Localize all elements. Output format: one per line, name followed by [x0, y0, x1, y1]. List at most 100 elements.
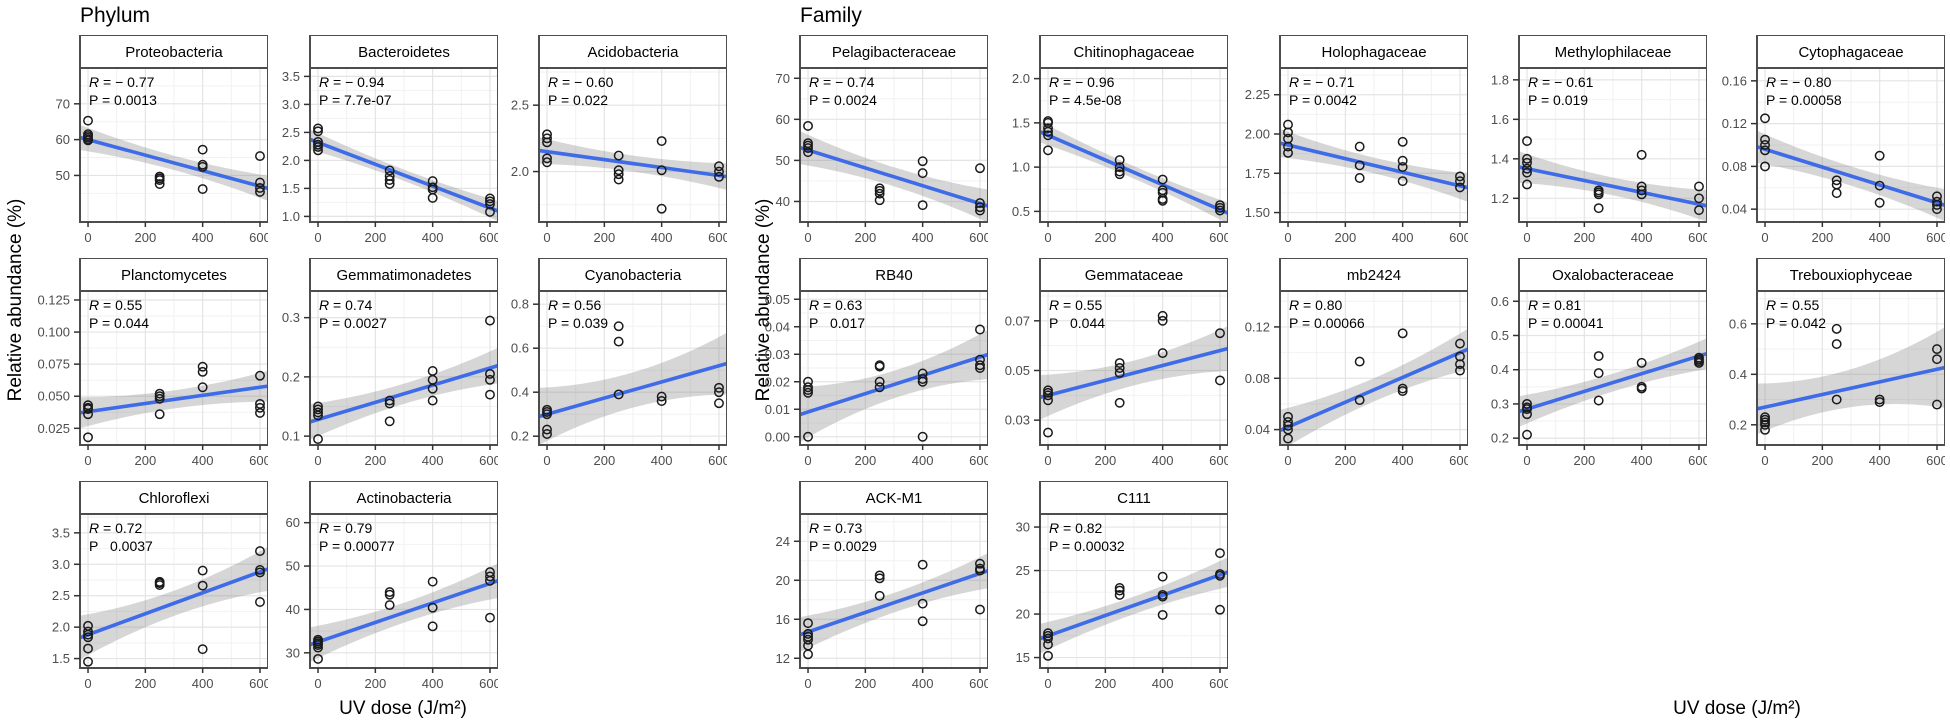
confidence-band: [1757, 327, 1945, 435]
x-tick-label: 0: [314, 230, 321, 245]
y-tick-label: 2.00: [1245, 127, 1270, 142]
r-value-label: R = 0.55: [1766, 297, 1820, 313]
data-point: [656, 136, 667, 146]
data-points: [1522, 351, 1704, 440]
data-point: [975, 198, 985, 209]
grid-lines: [1519, 68, 1707, 222]
y-tick-label: 0.2: [1729, 417, 1747, 432]
y-tick-label: 0.07: [1005, 313, 1030, 328]
data-point: [83, 656, 93, 667]
r-value-label: R = 0.55: [89, 297, 143, 313]
facet-strip-label: mb2424: [1347, 267, 1401, 284]
data-point: [197, 184, 208, 195]
data-point: [427, 192, 438, 203]
data-point: [255, 402, 265, 413]
data-point: [1760, 113, 1770, 124]
p-value-label: P = 0.039: [548, 315, 608, 331]
x-tick-label: 400: [422, 453, 444, 468]
data-point: [1455, 171, 1465, 182]
data-point: [1522, 179, 1532, 190]
data-point: [1283, 141, 1293, 152]
data-point: [1283, 147, 1293, 158]
data-point: [1043, 123, 1053, 134]
axis-ticks: 0 200 400 600 1.0 1.5 2.0 2.5 3.0 3.5: [282, 69, 498, 245]
data-point: [613, 174, 624, 185]
data-point: [613, 389, 624, 400]
data-point: [313, 653, 323, 664]
axis-ticks: 0 200 400 600 1.50 1.75 2.00 2.25: [1245, 87, 1468, 245]
data-point: [1157, 571, 1168, 582]
grid-lines: [310, 514, 498, 668]
x-tick-label: 400: [1392, 453, 1414, 468]
data-points: [542, 129, 724, 214]
data-point: [1114, 363, 1125, 373]
y-tick-label: 2.5: [52, 588, 70, 603]
grid-lines: [1757, 291, 1945, 445]
data-point: [1283, 420, 1293, 431]
data-point: [803, 649, 813, 660]
grid-lines: [539, 291, 727, 445]
y-tick-label: 70: [776, 71, 790, 86]
y-tick-label: 2.0: [52, 620, 70, 635]
data-point: [255, 183, 265, 193]
x-tick-label: 600: [479, 453, 498, 468]
data-point: [874, 185, 885, 196]
y-tick-label: 40: [286, 602, 300, 617]
data-point: [656, 396, 667, 406]
grid-lines: [1280, 68, 1468, 222]
data-point: [1157, 195, 1168, 206]
data-point: [1215, 548, 1225, 559]
facet-strip-label: Pelagibacteraceae: [832, 44, 956, 61]
data-point: [1215, 570, 1225, 581]
data-point: [1593, 189, 1604, 200]
data-point: [1874, 180, 1885, 191]
data-point: [874, 570, 885, 581]
data-point: [485, 368, 495, 379]
p-value-label: P = 0.019: [1528, 92, 1588, 108]
data-point: [874, 382, 885, 393]
y-tick-label: 0.04: [1722, 202, 1747, 217]
r-value-label: R = 0.72: [89, 520, 143, 536]
data-point: [485, 575, 495, 586]
data-point: [384, 600, 395, 611]
data-point: [656, 165, 667, 176]
data-point: [154, 580, 165, 590]
x-tick-label: 600: [969, 230, 988, 245]
x-tick-label: 400: [1631, 453, 1653, 468]
r-value-label: R = 0.73: [809, 520, 863, 536]
p-value-label: P = 0.00058: [1766, 92, 1842, 108]
data-point: [1874, 397, 1885, 408]
x-tick-label: 200: [1094, 453, 1116, 468]
x-tick-label: 0: [84, 453, 91, 468]
data-point: [255, 177, 265, 188]
x-tick-label: 600: [969, 453, 988, 468]
y-tick-label: 0.4: [1491, 362, 1509, 377]
facet-panel-rb40: R = 0.63 P 0.017 RB40 0 200 400 600 0.00 0.01 0.0…: [765, 258, 988, 468]
data-point: [542, 133, 552, 144]
data-point: [255, 597, 265, 607]
r-value-label: R = − 0.96: [1049, 74, 1115, 90]
y-tick-label: 16: [776, 612, 790, 627]
x-tick-label: 400: [1152, 676, 1174, 691]
data-point: [485, 196, 495, 207]
data-point: [1694, 181, 1704, 192]
data-point: [1932, 399, 1942, 410]
x-tick-label: 600: [1209, 453, 1228, 468]
grid-lines: [1757, 68, 1945, 222]
data-point: [613, 336, 624, 347]
x-tick-label: 400: [651, 230, 673, 245]
x-tick-label: 600: [1926, 453, 1945, 468]
data-point: [83, 409, 93, 420]
data-points: [1283, 328, 1465, 444]
data-point: [384, 175, 395, 185]
x-tick-label: 0: [1044, 230, 1051, 245]
data-points: [83, 546, 265, 667]
x-axis-label-family: UV dose (J/m²): [1673, 698, 1801, 719]
y-tick-label: 0.8: [511, 297, 529, 312]
x-tick-label: 0: [314, 453, 321, 468]
data-points: [542, 321, 724, 439]
x-tick-label: 600: [249, 230, 268, 245]
y-tick-label: 0.16: [1722, 73, 1747, 88]
x-tick-label: 200: [1094, 676, 1116, 691]
data-point: [803, 385, 813, 395]
